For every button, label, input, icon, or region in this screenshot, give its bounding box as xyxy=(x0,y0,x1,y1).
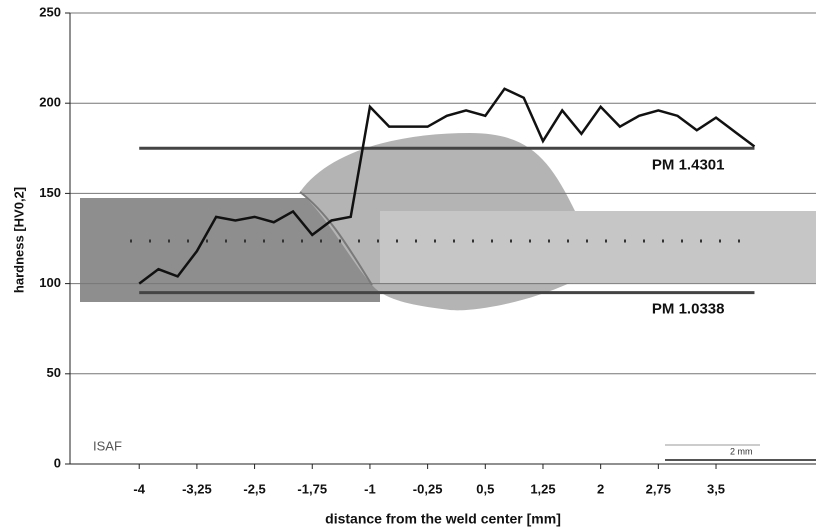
x-tick-label: 1,25 xyxy=(530,481,555,496)
x-axis-label: distance from the weld center [mm] xyxy=(325,511,561,527)
annotation: 2 mm xyxy=(730,446,753,456)
annotation: ISAF xyxy=(93,438,122,453)
data-line xyxy=(138,87,756,285)
y-tick-label: 0 xyxy=(54,455,61,470)
x-tick-label: -0,25 xyxy=(413,481,443,496)
x-tick-label: -3,25 xyxy=(182,481,212,496)
y-tick-label: 150 xyxy=(39,185,61,200)
x-tick-label: 3,5 xyxy=(707,481,725,496)
y-tick-label: 50 xyxy=(47,365,61,380)
y-tick-label: 100 xyxy=(39,275,61,290)
x-tick-label: -1 xyxy=(364,481,376,496)
weld-nugget xyxy=(300,133,575,311)
y-axis-label: hardness [HV0,2] xyxy=(11,187,26,293)
reference-label: PM 1.4301 xyxy=(652,156,725,173)
micrograph xyxy=(80,133,816,461)
y-tick-label: 250 xyxy=(39,4,61,19)
fusion-line xyxy=(299,191,373,286)
reference-label: PM 1.0338 xyxy=(652,301,725,318)
x-tick-label: 2,75 xyxy=(646,481,671,496)
x-tick-label: -1,75 xyxy=(297,481,327,496)
x-tick-label: 2 xyxy=(597,481,604,496)
x-tick-label: -4 xyxy=(133,481,145,496)
x-tick-label: 0,5 xyxy=(476,481,494,496)
x-tick-label: -2,5 xyxy=(243,481,265,496)
base-metal-right xyxy=(380,211,816,283)
y-tick-label: 200 xyxy=(39,95,61,110)
